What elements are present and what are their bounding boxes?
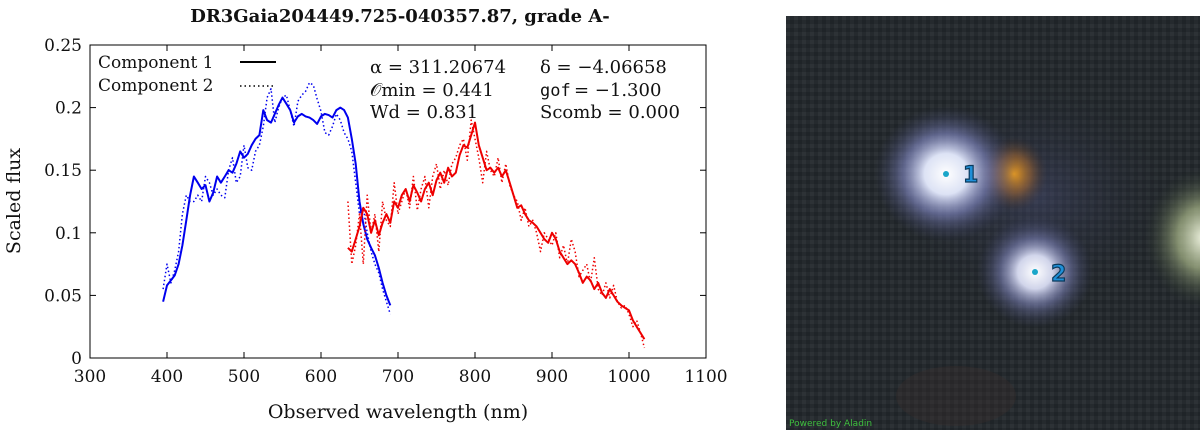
series-line-bp-component-2 <box>162 81 392 315</box>
y-tick-label: 0.2 <box>55 99 82 119</box>
y-tick-label: 0.05 <box>44 286 82 306</box>
annotation-omin: 𝒪min = 0.441 <box>370 80 494 101</box>
series-line-rp-component-1 <box>347 121 646 340</box>
y-axis-label: Scaled flux <box>3 148 25 254</box>
x-tick-label: 300 <box>74 367 106 387</box>
x-tick-label: 1000 <box>607 367 650 387</box>
x-axis: 300 400 500 600 700 800 900 1000 1100 <box>74 45 728 387</box>
legend-label-component-1: Component 1 <box>98 53 214 73</box>
fit-annotations: α = 311.20674 δ = −4.06658 𝒪min = 0.441 … <box>370 57 680 123</box>
x-tick-label: 500 <box>228 367 260 387</box>
sky-image-panel: 1 2 Powered by Aladin <box>786 16 1200 430</box>
annotation-gof-prefix: gof <box>540 81 571 101</box>
annotation-scomb: Scomb = 0.000 <box>540 102 680 123</box>
annotation-wd: Wd = 0.831 <box>370 102 478 123</box>
series-layer <box>162 81 646 349</box>
series-line-bp-component-1 <box>162 96 392 306</box>
sky-cutout-image: 1 2 Powered by Aladin <box>786 16 1200 430</box>
x-tick-label: 900 <box>536 367 568 387</box>
y-axis: 0 0.05 0.1 0.15 0.2 0.25 <box>44 36 706 369</box>
marker-label-2: 2 <box>1051 262 1066 287</box>
y-tick-label: 0.1 <box>55 224 82 244</box>
aladin-credit: Powered by Aladin <box>789 419 872 429</box>
x-tick-label: 800 <box>459 367 491 387</box>
annotation-alpha: α = 311.20674 <box>370 57 506 78</box>
series-line-rp-component-2 <box>347 119 646 349</box>
marker-dot-2 <box>1032 269 1038 275</box>
y-tick-label: 0.15 <box>44 161 82 181</box>
marker-dot-1 <box>943 171 949 177</box>
x-axis-label: Observed wavelength (nm) <box>268 401 528 423</box>
spectrum-chart: DR3Gaia204449.725-040357.87, grade A- 30… <box>3 6 728 423</box>
chart-title: DR3Gaia204449.725-040357.87, grade A- <box>190 6 610 27</box>
legend: Component 1 Component 2 <box>98 53 276 96</box>
marker-label-1: 1 <box>963 163 978 188</box>
annotation-gof-value: = −1.300 <box>574 80 661 101</box>
y-tick-label: 0 <box>71 349 82 369</box>
y-tick-label: 0.25 <box>44 36 82 56</box>
x-tick-label: 400 <box>151 367 183 387</box>
edge-source <box>1144 168 1200 308</box>
annotation-delta: δ = −4.06658 <box>540 57 667 78</box>
x-tick-label: 1100 <box>684 367 727 387</box>
x-tick-label: 700 <box>382 367 414 387</box>
x-tick-label: 600 <box>305 367 337 387</box>
legend-label-component-2: Component 2 <box>98 76 214 96</box>
